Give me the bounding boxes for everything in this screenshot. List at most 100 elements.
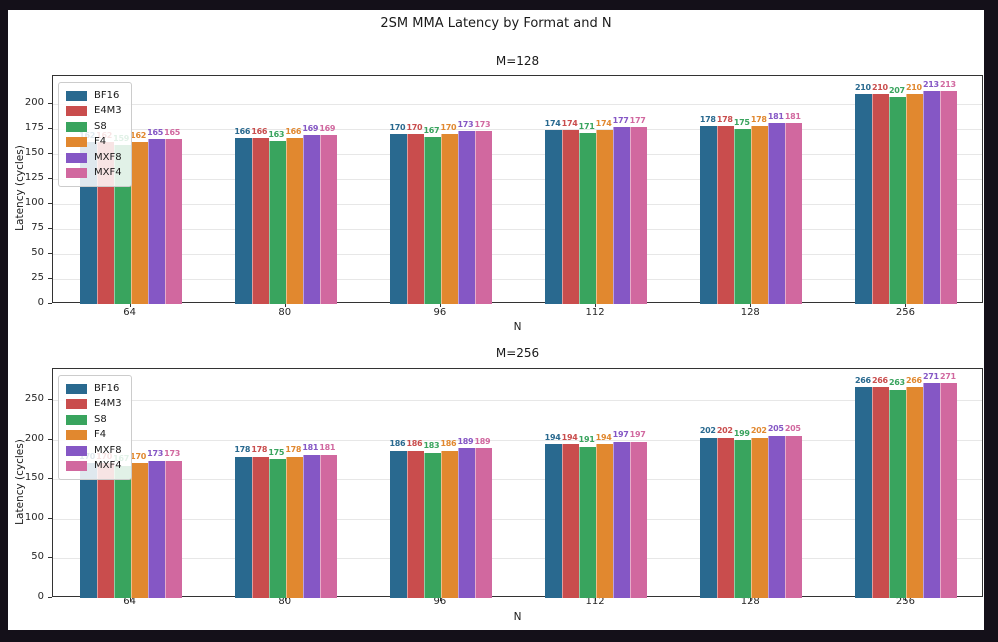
- y-tick-mark: [48, 178, 52, 179]
- bar-mxf4-n96: [474, 448, 492, 598]
- bar-value-label: 178: [234, 445, 251, 455]
- bar-s8-n112: [579, 133, 597, 304]
- bar-value-label: 173: [164, 449, 180, 459]
- bar-value-label: 194: [561, 432, 578, 442]
- bar-value-label: 169: [302, 123, 319, 133]
- figure-title: 2SM MMA Latency by Format and N: [380, 16, 612, 31]
- bar-f4-n256: [906, 387, 924, 598]
- bar-value-label: 263: [889, 378, 905, 388]
- bar-value-label: 186: [406, 439, 423, 449]
- bar-s8-n80: [268, 141, 286, 304]
- bar-mxf8-n80: [302, 454, 320, 598]
- bar-f4-n64: [130, 463, 148, 598]
- bar-value-label: 202: [716, 426, 733, 436]
- y-tick-mark: [48, 438, 52, 440]
- legend-label: F4: [94, 136, 107, 148]
- legend-label: F4: [94, 429, 107, 441]
- x-tick-mark: [129, 597, 131, 601]
- bar-mxf4-n256: [940, 91, 958, 304]
- bar-s8-n256: [889, 389, 907, 598]
- bar-value-label: 186: [440, 439, 457, 449]
- bar-value-label: 166: [285, 126, 302, 136]
- bar-value-label: 177: [629, 115, 646, 125]
- bar-mxf8-n256: [923, 383, 941, 598]
- bar-value-label: 178: [716, 114, 733, 124]
- y-tick-mark: [48, 228, 52, 229]
- bar-value-label: 166: [234, 126, 251, 136]
- legend-label: MXF4: [94, 167, 122, 179]
- bar-value-label: 202: [699, 426, 716, 436]
- x-tick-label: 96: [433, 596, 447, 607]
- bar-value-label: 183: [423, 441, 440, 451]
- bar-value-label: 173: [147, 449, 163, 459]
- legend-entry-e4m3: E4M3: [66, 104, 122, 120]
- legend-entry-f4: F4: [66, 428, 122, 444]
- y-tick-mark: [48, 398, 52, 400]
- bar-value-label: 170: [440, 122, 457, 132]
- bar-value-label: 174: [561, 118, 578, 128]
- bar-mxf8-n112: [613, 127, 631, 304]
- y-tick-label: 25: [31, 272, 44, 283]
- y-tick-mark: [48, 203, 52, 204]
- bar-mxf4-n80: [319, 135, 337, 304]
- x-tick-mark: [905, 303, 907, 307]
- bar-bf16-n96: [389, 134, 407, 304]
- bar-value-label: 175: [733, 117, 750, 127]
- bar-value-label: 205: [784, 424, 801, 434]
- bar-e4m3-n112: [562, 130, 580, 304]
- bar-value-label: 205: [767, 424, 784, 434]
- bar-f4-n256: [906, 94, 924, 304]
- bar-bf16-n64: [79, 463, 97, 598]
- bar-bf16-n256: [855, 94, 873, 304]
- bar-mxf4-n96: [474, 131, 492, 304]
- bar-bf16-n80: [234, 138, 252, 304]
- bar-value-label: 178: [750, 114, 767, 124]
- bar-bf16-n128: [700, 437, 718, 598]
- y-gridline: [53, 204, 982, 205]
- y-gridline: [53, 558, 982, 560]
- x-tick-mark: [595, 303, 597, 307]
- bar-e4m3-n96: [406, 134, 424, 304]
- x-axis-label: N: [513, 611, 522, 623]
- bar-value-label: 165: [147, 127, 163, 137]
- bar-s8-n256: [889, 97, 907, 304]
- legend-swatch-e4m3: [66, 399, 87, 410]
- legend-entry-mxf4: MXF4: [66, 166, 122, 182]
- bar-value-label: 191: [578, 435, 595, 445]
- x-tick-label: 64: [123, 596, 136, 607]
- legend-swatch-s8: [66, 414, 87, 425]
- bar-f4-n64: [130, 142, 148, 304]
- bar-f4-n112: [596, 444, 614, 598]
- y-tick-mark: [48, 597, 52, 598]
- bar-value-label: 178: [699, 114, 716, 124]
- legend: BF16 E4M3 S8 F4 MXF8 MXF4: [58, 375, 132, 480]
- legend-swatch-bf16: [66, 383, 87, 394]
- y-gridline: [53, 479, 982, 481]
- bar-e4m3-n64: [96, 463, 114, 598]
- legend-label: BF16: [94, 382, 120, 394]
- bar-mxf8-n128: [768, 123, 786, 304]
- y-gridline: [53, 399, 982, 401]
- x-tick-label: 96: [433, 307, 447, 318]
- chart-subtitle: M=256: [495, 346, 540, 360]
- bar-bf16-n128: [700, 126, 718, 304]
- y-tick-label: 175: [24, 122, 44, 133]
- legend-entry-mxf4: MXF4: [66, 459, 122, 475]
- bar-mxf8-n96: [457, 448, 475, 598]
- bar-value-label: 169: [319, 123, 336, 133]
- y-tick-label: 250: [24, 392, 44, 404]
- bar-value-label: 166: [251, 126, 268, 136]
- bar-s8-n112: [579, 446, 597, 598]
- legend-entry-bf16: BF16: [66, 381, 122, 397]
- y-tick-mark: [48, 128, 52, 129]
- legend-entry-mxf8: MXF8: [66, 150, 122, 166]
- legend: BF16 E4M3 S8 F4 MXF8 MXF4: [58, 82, 132, 187]
- bar-value-label: 213: [923, 79, 939, 89]
- bar-f4-n96: [440, 450, 458, 598]
- bar-value-label: 266: [855, 375, 871, 385]
- bar-s8-n96: [423, 137, 441, 304]
- legend-label: MXF8: [94, 444, 122, 456]
- bar-s8-n128: [734, 440, 752, 598]
- x-tick-label: 112: [585, 307, 605, 318]
